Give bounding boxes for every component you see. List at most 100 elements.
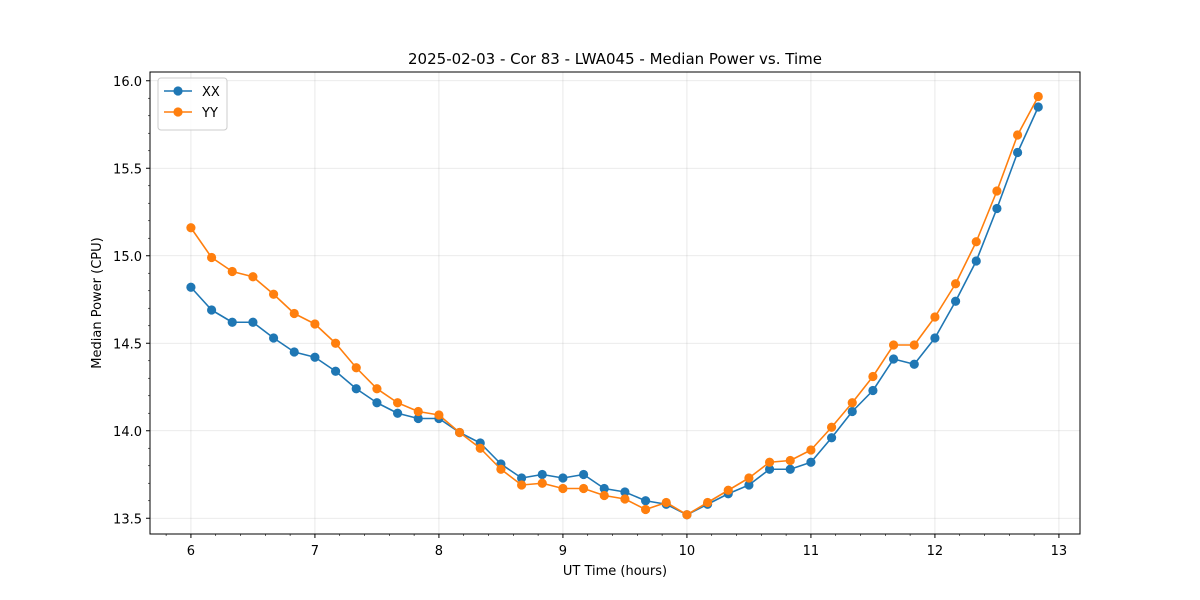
- data-point: [434, 410, 444, 420]
- data-point: [454, 427, 465, 438]
- legend: XX YY: [157, 77, 228, 131]
- data-point: [413, 413, 423, 424]
- data-point: [330, 338, 341, 348]
- data-point: [186, 223, 196, 233]
- data-point: [847, 398, 857, 408]
- x-tick-label: 6: [187, 544, 195, 559]
- data-point: [537, 469, 547, 480]
- data-point: [558, 483, 568, 494]
- y-tick-label: 14.0: [113, 425, 142, 440]
- data-point: [330, 366, 341, 376]
- data-point: [392, 398, 403, 408]
- y-axis: 13.5 14.0 14.5 15.0 15.5 16.0: [113, 75, 150, 527]
- x-tick-label: 10: [679, 544, 696, 559]
- data-point: [1033, 102, 1043, 112]
- data-point: [413, 406, 423, 417]
- data-point: [351, 384, 361, 394]
- data-point: [578, 469, 589, 480]
- y-tick-label: 14.5: [113, 337, 142, 352]
- data-point: [868, 371, 878, 382]
- data-point: [310, 352, 320, 362]
- data-point: [558, 473, 568, 483]
- data-point: [392, 408, 403, 418]
- data-point: [661, 497, 671, 508]
- data-point: [971, 237, 981, 247]
- data-point: [310, 319, 320, 329]
- data-point: [806, 445, 816, 455]
- y-axis-label: Median Power (CPU): [90, 237, 105, 368]
- data-point: [826, 422, 837, 432]
- x-tick-label: 11: [803, 544, 820, 559]
- data-point: [992, 203, 1002, 214]
- x-axis: 6 7 8 9 10 11 12 13: [165, 534, 1068, 559]
- y-tick-label: 16.0: [113, 75, 142, 90]
- data-point: [785, 464, 795, 474]
- y-tick-label: 15.5: [113, 162, 142, 177]
- data-point: [227, 266, 237, 277]
- data-point: [578, 483, 589, 494]
- y-tick-label: 13.5: [113, 512, 142, 527]
- x-tick-label: 13: [1051, 544, 1068, 559]
- data-point: [744, 473, 754, 483]
- data-point: [268, 289, 279, 299]
- series-yy: [186, 91, 1043, 520]
- data-point: [206, 305, 217, 315]
- data-point: [826, 433, 837, 443]
- data-point: [744, 480, 754, 490]
- data-point: [764, 464, 775, 474]
- data-point: [723, 485, 733, 495]
- data-point: [992, 186, 1002, 196]
- data-point: [909, 359, 919, 369]
- chart-title: 2025-02-03 - Cor 83 - LWA045 - Median Po…: [408, 50, 822, 68]
- data-point: [516, 473, 527, 483]
- data-point: [785, 455, 795, 466]
- grid-lines: [150, 72, 1080, 534]
- data-point: [268, 333, 279, 343]
- legend-item-xx: XX: [164, 85, 220, 100]
- legend-label: XX: [202, 85, 220, 100]
- data-point: [351, 363, 361, 373]
- data-point: [620, 487, 630, 497]
- plot-frame: [149, 71, 1081, 535]
- x-tick-label: 7: [311, 544, 319, 559]
- data-point: [372, 384, 382, 394]
- data-point: [868, 385, 878, 396]
- data-point: [248, 272, 258, 282]
- legend-swatch-marker: [173, 107, 183, 117]
- x-axis-label: UT Time (hours): [563, 564, 667, 579]
- data-point: [1033, 91, 1043, 102]
- data-point: [1012, 147, 1023, 158]
- data-point: [888, 354, 899, 364]
- data-point: [1012, 130, 1023, 140]
- data-point: [682, 510, 692, 520]
- data-point: [806, 457, 816, 467]
- legend-label: YY: [201, 106, 218, 121]
- data-point: [537, 478, 547, 488]
- data-point: [950, 296, 961, 306]
- legend-swatch-marker: [173, 86, 183, 96]
- x-tick-label: 8: [435, 544, 443, 559]
- data-point: [950, 279, 961, 289]
- series-layer: [186, 91, 1043, 520]
- data-point: [372, 398, 382, 408]
- x-tick-label: 9: [559, 544, 567, 559]
- data-point: [496, 464, 506, 474]
- data-point: [888, 340, 899, 350]
- data-point: [640, 504, 651, 515]
- data-point: [186, 282, 196, 292]
- legend-item-yy: YY: [164, 106, 218, 121]
- y-tick-label: 15.0: [113, 250, 142, 265]
- data-point: [640, 496, 651, 506]
- data-point: [599, 490, 609, 501]
- data-point: [227, 317, 237, 327]
- data-point: [516, 480, 527, 490]
- data-point: [764, 457, 775, 467]
- data-point: [289, 347, 299, 357]
- data-point: [930, 333, 940, 343]
- plot-area: [149, 71, 1081, 535]
- data-point: [847, 406, 857, 417]
- data-point: [475, 443, 485, 453]
- data-point: [289, 308, 299, 319]
- data-point: [599, 483, 609, 494]
